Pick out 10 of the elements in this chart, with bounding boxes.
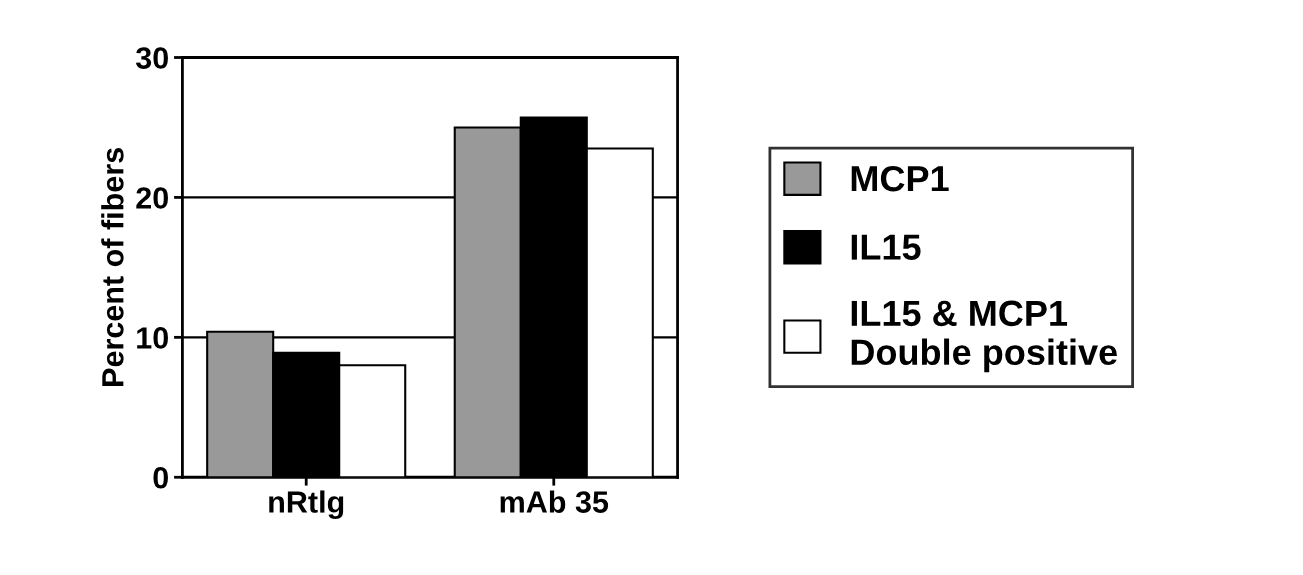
legend-label: IL15 & MCP1 Double positive <box>851 300 1117 373</box>
y-tick-label: 10 <box>137 327 168 349</box>
x-tick-label: mAb 35 <box>500 490 609 513</box>
y-tick-label: 30 <box>135 47 168 69</box>
legend-label: MCP1 <box>851 165 949 192</box>
legend-label: IL15 <box>851 234 921 260</box>
x-tick-label: nRtlg <box>269 490 344 520</box>
y-axis-title: Percent of fibers <box>101 148 124 386</box>
y-tick-label: 0 <box>153 466 168 489</box>
y-tick-label: 20 <box>136 187 168 209</box>
